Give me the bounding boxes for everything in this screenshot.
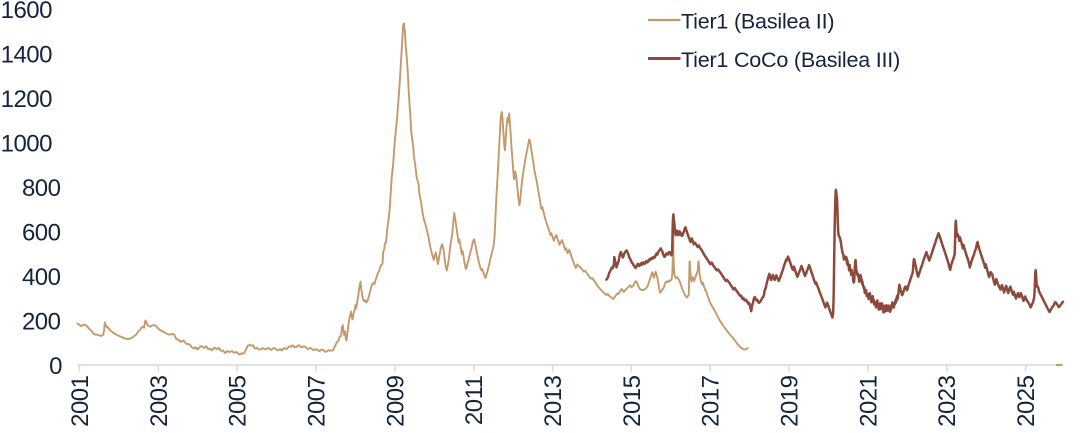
- x-axis-ticks: [78, 365, 1027, 372]
- series-line-tier1-basilea2: [76, 22, 749, 356]
- x-axis-labels: 2001 2003 2005 2007 2009 2011 2013 2015 2017 2019…: [67, 375, 1040, 427]
- x-tick-label: 2005: [225, 375, 252, 427]
- x-tick-label: 2019: [777, 375, 804, 427]
- y-tick-label: 400: [22, 264, 61, 291]
- legend: Tier1 (Basilea II) Tier1 CoCo (Basilea I…: [648, 10, 900, 72]
- x-tick-label: 2011: [461, 375, 488, 425]
- y-tick-label: 800: [22, 175, 61, 202]
- legend-label-tier1-basilea2: Tier1 (Basilea II): [681, 10, 834, 34]
- x-tick-label: 2015: [619, 375, 646, 427]
- x-tick-label: 2023: [934, 375, 961, 427]
- x-tick-label: 2021: [855, 375, 882, 427]
- series-line-tier1-coco-basilea3: [605, 188, 1065, 319]
- y-tick-label: 1000: [1, 131, 53, 158]
- x-tick-label: 2001: [67, 375, 94, 427]
- x-tick-label: 2003: [146, 375, 173, 427]
- x-tick-label: 2017: [698, 375, 725, 427]
- y-axis-labels: 0 200 400 600 800 1000 1200 1400 1600: [1, 0, 63, 380]
- legend-label-tier1-coco-basilea3: Tier1 CoCo (Basilea III): [681, 48, 900, 72]
- x-tick-label: 2009: [382, 375, 409, 427]
- y-tick-label: 200: [22, 309, 61, 336]
- x-tick-label: 2007: [304, 375, 331, 427]
- x-tick-label: 2013: [540, 375, 567, 427]
- y-tick-label: 0: [49, 353, 62, 380]
- x-tick-label: 2025: [1013, 375, 1040, 427]
- y-tick-label: 1400: [1, 42, 53, 69]
- y-tick-label: 1600: [1, 0, 53, 24]
- y-tick-label: 1200: [1, 86, 53, 113]
- y-tick-label: 600: [22, 220, 61, 247]
